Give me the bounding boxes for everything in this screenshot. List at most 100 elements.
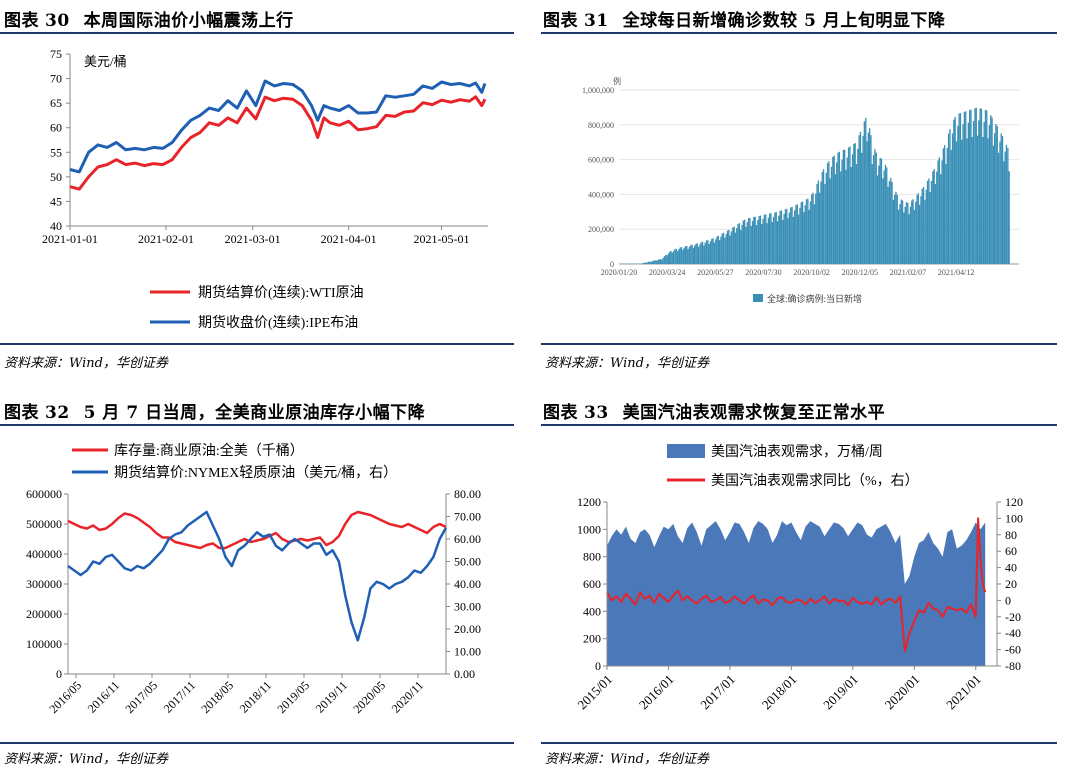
bar	[736, 228, 738, 264]
y-tick-right-label: -60	[1005, 643, 1021, 657]
bar	[699, 244, 701, 264]
x-tick-label: 2021/02/07	[890, 268, 926, 277]
bar	[790, 207, 792, 264]
bar	[667, 253, 670, 264]
bar	[909, 206, 912, 264]
x-tick-label: 2020/11	[389, 678, 426, 715]
bar	[866, 141, 868, 264]
bar	[683, 247, 685, 264]
bar	[1001, 136, 1004, 264]
bar	[784, 209, 787, 264]
y-tick-right-label: 20	[1005, 577, 1017, 591]
x-tick-label: 2021/01	[943, 672, 984, 713]
bar	[721, 233, 723, 264]
bar	[996, 126, 998, 264]
bar	[705, 240, 708, 264]
bar	[765, 214, 767, 264]
bar	[842, 150, 845, 264]
bar	[703, 245, 705, 264]
bar	[794, 210, 796, 264]
bar	[911, 200, 913, 264]
bar	[851, 154, 854, 264]
bar	[684, 246, 687, 264]
y-tick-label: 1200	[577, 495, 601, 509]
bar	[771, 222, 773, 264]
bar	[1008, 171, 1010, 264]
bar	[928, 178, 930, 264]
x-tick-label: 2019/01	[820, 672, 861, 713]
bar	[944, 145, 946, 264]
bar	[746, 222, 748, 264]
y-tick-right-label: 80	[1005, 528, 1017, 542]
bar	[657, 260, 659, 264]
y-tick-right-label: -80	[1005, 659, 1021, 673]
bar	[757, 220, 759, 264]
bar	[741, 224, 743, 264]
bar	[832, 157, 834, 264]
x-tick-label: 2020/10/02	[793, 268, 829, 277]
bar	[1003, 161, 1005, 264]
y-tick-right-label: 40.00	[454, 577, 481, 591]
x-tick-label: 2018/05	[198, 678, 236, 716]
bar	[686, 245, 688, 264]
y-tick-label: 400	[583, 604, 601, 618]
y-tick-label: 70	[50, 72, 62, 86]
bar	[670, 250, 672, 264]
x-tick-label: 2020/12/05	[842, 268, 878, 277]
bar	[696, 243, 698, 264]
bar	[942, 148, 945, 264]
bar	[828, 161, 830, 264]
bar	[653, 260, 655, 264]
figure-number: 33	[584, 403, 609, 423]
source-note: 资料来源：Wind，华创证券	[545, 356, 709, 371]
bar	[649, 261, 651, 264]
bar	[816, 184, 818, 264]
bar	[712, 238, 714, 264]
bar	[825, 172, 827, 264]
bar	[949, 129, 951, 264]
bar	[792, 216, 795, 264]
bar	[791, 207, 793, 264]
bar	[894, 194, 896, 264]
bar	[841, 159, 843, 264]
bar	[879, 157, 881, 264]
bar	[720, 236, 722, 264]
bar	[847, 147, 850, 264]
bar	[915, 201, 917, 264]
bar	[887, 187, 889, 264]
panel-30: 图表 30 本周国际油价小幅震荡上行 75 70 65 60 55 50 45 40 2021-01…	[0, 0, 518, 380]
bar	[991, 117, 993, 265]
x-tick-label: 2021/04/12	[938, 268, 974, 277]
bar	[680, 247, 683, 264]
bar	[678, 249, 680, 264]
bar	[745, 226, 747, 264]
bar	[880, 158, 883, 264]
bar	[995, 123, 997, 265]
bar	[922, 187, 925, 264]
bar	[904, 206, 906, 264]
x-tick-label: 2020/03/24	[649, 268, 685, 277]
legend-label: 美国汽油表观需求同比（%，右）	[711, 473, 919, 489]
bar	[691, 244, 693, 264]
bar	[645, 262, 647, 264]
figure-label: 图表	[4, 403, 39, 423]
bar	[1005, 144, 1008, 264]
bar	[805, 199, 808, 264]
y-tick-right-label: 40	[1005, 561, 1017, 575]
bar	[728, 229, 730, 264]
x-tick-label: 2019/11	[313, 678, 350, 715]
bar	[658, 259, 660, 264]
bar	[890, 177, 892, 264]
bar	[979, 108, 981, 264]
bar	[865, 117, 867, 264]
figure-label: 图表	[4, 11, 39, 31]
y-tick-right-label: 70.00	[454, 510, 481, 524]
figure-title: 全球每日新增确诊数较 5 月上旬明显下降	[622, 11, 946, 31]
bar	[750, 226, 752, 264]
figure-label: 图表	[543, 11, 578, 31]
figure-number: 31	[584, 11, 609, 31]
bar	[671, 252, 673, 264]
bar	[669, 251, 671, 264]
series-line-ipe	[69, 79, 487, 174]
bar	[807, 198, 809, 264]
